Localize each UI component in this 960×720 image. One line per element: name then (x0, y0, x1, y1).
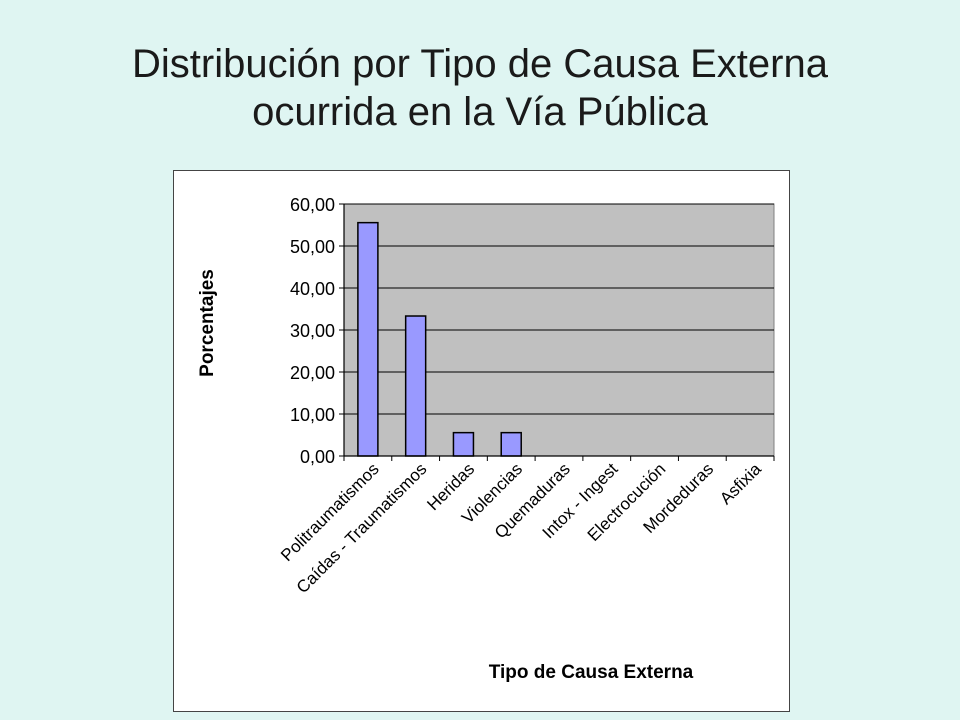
bar-heridas (452, 431, 475, 457)
y-tick-labels: 0,00 10,00 20,00 30,00 40,00 50,00 60,00 (290, 195, 344, 467)
y-tick-label: 20,00 (290, 363, 335, 383)
y-axis-label: Porcentajes (197, 269, 218, 377)
y-tick-label: 40,00 (290, 279, 335, 299)
bar-ca-das-traumatismos (404, 315, 427, 457)
y-tick-label: 30,00 (290, 321, 335, 341)
bars (357, 221, 522, 457)
slide-title: Distribución por Tipo de Causa Externa o… (0, 40, 960, 136)
y-tick-label: 10,00 (290, 405, 335, 425)
y-tick-label: 60,00 (290, 195, 335, 215)
x-axis-label: Tipo de Causa Externa (489, 662, 694, 683)
chart-frame: 0,00 10,00 20,00 30,00 40,00 50,00 60,00 Polit… (173, 170, 790, 712)
bar-violencias (500, 431, 522, 457)
bar-chart: 0,00 10,00 20,00 30,00 40,00 50,00 60,00 Polit… (197, 195, 775, 683)
y-tick-label: 50,00 (290, 237, 335, 257)
slide-title-line-2: ocurrida en la Vía Pública (252, 90, 708, 134)
y-tick-label: 0,00 (300, 447, 335, 467)
slide-title-line-1: Distribución por Tipo de Causa Externa (132, 42, 828, 86)
x-tick-label: Asfixia (716, 459, 765, 508)
bar-politraumatismos (357, 221, 379, 457)
